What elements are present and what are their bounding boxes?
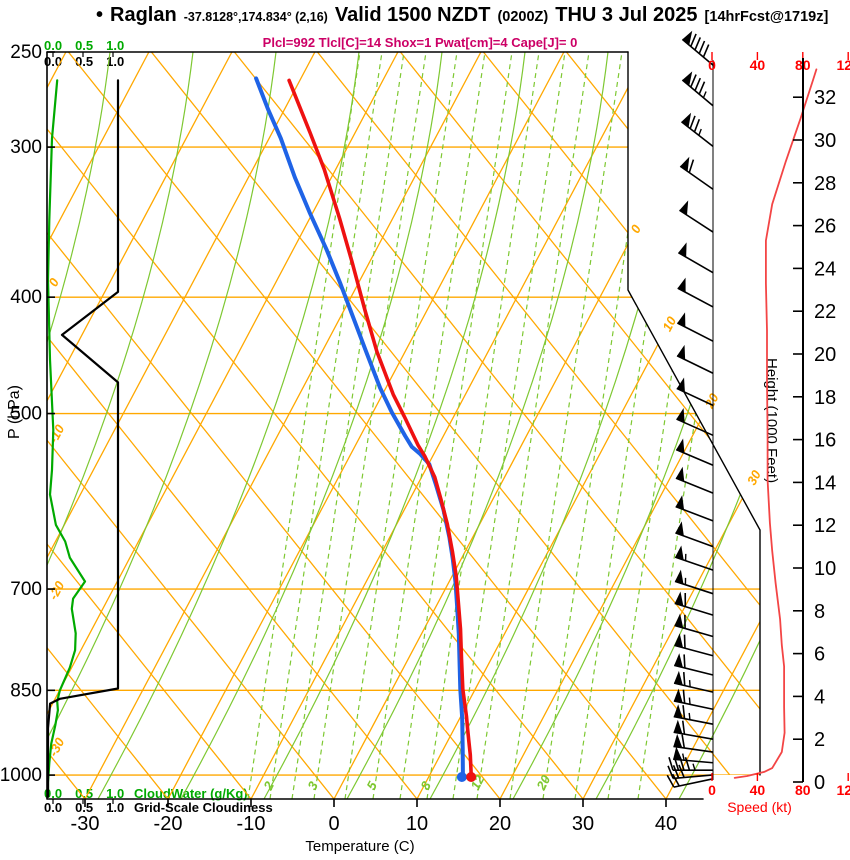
speed-tick-label: 80	[795, 782, 811, 798]
height-tick-label: 14	[814, 472, 836, 494]
height-tick-label: 2	[814, 729, 825, 751]
isotherm-label: 30	[744, 467, 764, 487]
pressure-tick-label: 250	[10, 42, 42, 63]
cloud-scale-tick-label: 0.0	[44, 54, 63, 69]
height-tick-label: 28	[814, 173, 836, 195]
speed-tick-label: 120	[837, 782, 850, 798]
speed-axis-title: Speed (kt)	[727, 799, 792, 815]
temperature-tick-label: 0	[328, 813, 339, 835]
valid-time-z: (0200Z)	[497, 9, 549, 25]
height-tick-label: 4	[814, 686, 825, 708]
height-tick-label: 10	[814, 558, 836, 580]
stability-indices: Plcl=992 Tlcl[C]=14 Shox=1 Pwat[cm]=4 Ca…	[262, 35, 578, 50]
speed-tick-label: 0	[708, 782, 716, 798]
wind-speed-curve	[733, 68, 818, 779]
height-tick-label: 8	[814, 601, 825, 623]
temperature-tick-label: 40	[655, 813, 677, 835]
pressure-tick-label: 300	[10, 137, 42, 158]
cloudiness-scale-top: 0.0 0.5 1.0	[44, 54, 124, 69]
isotherm-label: -20	[45, 578, 67, 602]
surface-temperature-dot	[466, 772, 477, 782]
temperature-tick-label: -30	[71, 813, 100, 835]
station-name: Raglan	[110, 4, 177, 26]
forecast-tag: [14hrFcst@1719z]	[704, 9, 829, 25]
height-tick-label: 0	[814, 772, 825, 794]
mixing-ratio-label: 8	[417, 778, 434, 792]
height-tick-label: 12	[814, 515, 836, 537]
pressure-tick-label: 1000	[0, 765, 42, 786]
temperature-tick-label: 20	[489, 813, 511, 835]
isotherm-label: 0	[627, 222, 644, 236]
pressure-tick-label: 500	[10, 404, 42, 425]
cloud-scale-tick-label: 0.5	[75, 786, 94, 801]
height-tick-label: 6	[814, 644, 825, 666]
pressure-tick-label: 400	[10, 287, 42, 308]
mixing-ratio-label: 5	[363, 778, 380, 792]
height-tick-label: 32	[814, 87, 836, 109]
speed-tick-label: 40	[750, 57, 766, 73]
cloud-scale-tick-label: 0.0	[44, 800, 63, 815]
cloud-scale-tick-label: 0.0	[44, 38, 63, 53]
title-bullet: •	[96, 4, 104, 26]
speed-axis	[711, 52, 849, 781]
height-tick-label: 24	[814, 258, 836, 280]
cloud-scale-tick-label: 0.5	[75, 800, 94, 815]
cloud-scale-tick-label: 1.0	[106, 800, 125, 815]
temperature-axis-title: Temperature (C)	[305, 838, 415, 855]
chart-title: • Raglan -37.8128°,174.834° (2,16) Valid…	[96, 4, 850, 27]
height-axis	[793, 58, 804, 783]
cloud-scale-tick-label: 1.0	[106, 54, 125, 69]
isotherm-label: 10	[659, 313, 679, 333]
cloudwater-scale-top: 0.0 0.5 1.0	[44, 38, 124, 53]
height-tick-label: 26	[814, 216, 836, 238]
wind-barb-column	[666, 30, 714, 788]
cloud-scale-tick-label: 1.0	[106, 38, 125, 53]
height-tick-label: 30	[814, 130, 836, 152]
height-tick-label: 20	[814, 344, 836, 366]
station-coords: -37.8128°,174.834° (2,16)	[183, 10, 328, 24]
cloudiness-scale-bottom: 0.0 0.5 1.0	[44, 800, 124, 815]
cloud-scale-tick-label: 0.5	[75, 38, 94, 53]
speed-tick-label: 120	[837, 57, 850, 73]
profile-curves	[46, 76, 477, 798]
valid-date: THU 3 Jul 2025	[555, 4, 698, 26]
temperature-tick-label: -10	[237, 813, 266, 835]
skewt-grid	[47, 52, 760, 799]
surface-dewpoint-dot	[456, 772, 467, 782]
mixing-ratio-label: 20	[533, 772, 554, 793]
plot-border	[46, 51, 761, 807]
cloudwater-axis-title: CloudWater (g/Kg)	[134, 786, 248, 801]
temperature-tick-label: 30	[572, 813, 594, 835]
height-tick-label: 16	[814, 430, 836, 452]
speed-tick-label: 0	[708, 57, 716, 73]
valid-time: Valid 1500 NZDT	[334, 4, 491, 26]
cloud-scale-tick-label: 1.0	[106, 786, 125, 801]
height-tick-label: 18	[814, 387, 836, 409]
isotherm-label: 20	[701, 390, 722, 411]
speed-tick-label: 40	[750, 782, 766, 798]
height-tick-label: 22	[814, 301, 836, 323]
pressure-tick-label: 850	[10, 680, 42, 701]
pressure-tick-label: 700	[10, 579, 42, 600]
temperature-tick-label: 10	[406, 813, 428, 835]
temperature-tick-label: -20	[154, 813, 183, 835]
